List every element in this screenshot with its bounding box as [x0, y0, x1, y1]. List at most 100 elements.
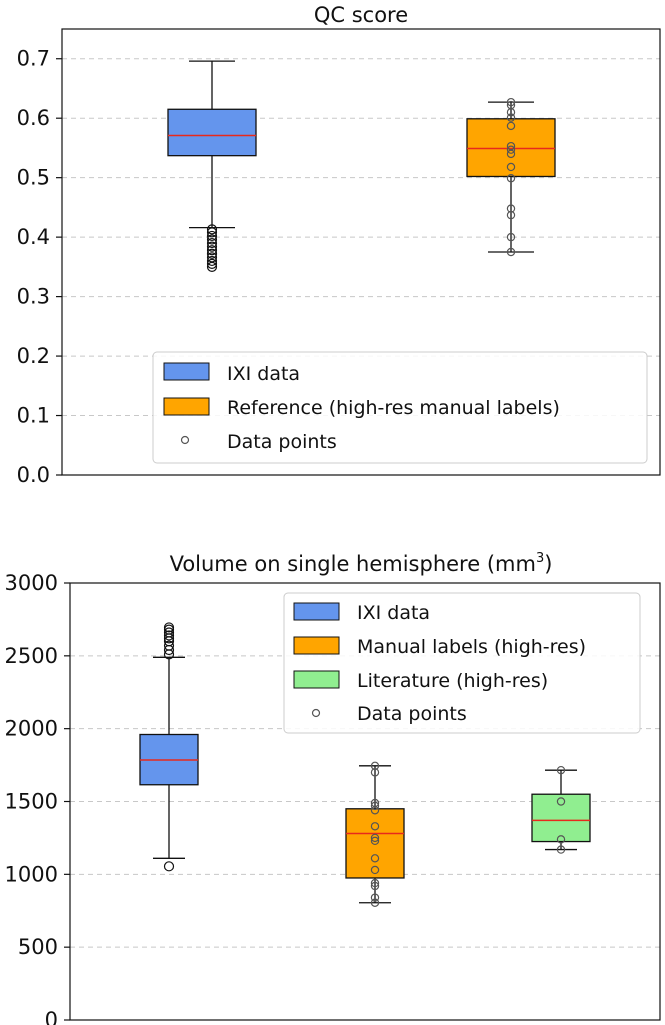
volume-legend-literature-label: Literature (high-res): [357, 670, 548, 692]
volume-data-point: [556, 835, 566, 844]
qc-tick-label: 0.2: [17, 344, 50, 368]
qc-outlier-point: [206, 227, 218, 238]
volume-data-point: [370, 836, 380, 846]
volume-outlier-point: [163, 861, 175, 872]
qc-box-group-0: [167, 60, 257, 272]
volume-legend-ixi-swatch: [293, 602, 340, 621]
volume-title-superscript: 3: [536, 551, 544, 566]
qc-data-point: [506, 100, 516, 110]
qc-data-point: [506, 113, 516, 122]
volume-legend-manual-label: Manual labels (high-res): [357, 636, 586, 658]
volume-title-suffix: ): [544, 552, 552, 576]
volume-panel: Volume on single hemisphere (mm3) 0 500 10…: [5, 551, 661, 1025]
qc-data-point: [506, 247, 516, 257]
volume-outlier-point: [163, 622, 175, 633]
volume-tick-label: 1500: [5, 790, 58, 814]
volume-data-point: [556, 845, 566, 854]
qc-outlier-point: [206, 230, 218, 242]
qc-legend-frame: [152, 351, 648, 464]
qc-data-point: [506, 121, 516, 131]
qc-outlier-point: [206, 255, 218, 267]
qc-tick-label: 0.3: [17, 285, 50, 309]
volume-box-iqr: [345, 808, 405, 879]
qc-legend: IXI data Reference (high-res manual labe…: [152, 351, 648, 464]
volume-legend-manual-swatch: [293, 636, 340, 655]
qc-tick-label: 0.4: [17, 225, 50, 249]
volume-data-point: [370, 854, 380, 863]
volume-outlier-point: [163, 627, 175, 638]
volume-legend-ixi-label: IXI data: [357, 602, 430, 624]
volume-legend-points-marker: [311, 708, 321, 718]
volume-outlier-point: [163, 640, 175, 651]
volume-data-point: [556, 797, 566, 806]
volume-title-main: Volume on single hemisphere (mm: [170, 552, 536, 576]
qc-legend-reference-label: Reference (high-res manual labels): [227, 397, 560, 419]
volume-plot-frame: [69, 582, 661, 1021]
qc-outlier-point: [206, 248, 218, 259]
qc-tick-label: 0.1: [17, 404, 50, 428]
volume-data-point: [370, 881, 380, 891]
qc-data-point: [506, 204, 516, 213]
qc-legend-points-marker: [180, 435, 190, 445]
volume-title: Volume on single hemisphere (mm3): [170, 551, 553, 576]
qc-data-point: [506, 145, 516, 154]
volume-data-point: [370, 878, 380, 888]
qc-outlier-point: [206, 241, 218, 252]
qc-box-iqr: [466, 118, 556, 178]
volume-tick-label: 1000: [5, 862, 58, 886]
volume-legend-points-label: Data points: [357, 703, 467, 725]
qc-box-group-1: [466, 97, 556, 257]
volume-data-point: [370, 893, 380, 902]
volume-data-point: [370, 768, 380, 777]
volume-data-point: [370, 798, 380, 808]
volume-data-point: [556, 765, 566, 775]
volume-data-point: [370, 761, 380, 771]
volume-data-point: [370, 833, 380, 843]
qc-tick-label: 0.7: [17, 47, 50, 71]
qc-plot-frame: [61, 28, 661, 476]
qc-legend-ixi-swatch: [163, 362, 210, 381]
qc-data-point: [506, 162, 516, 172]
volume-tick-label: 3000: [5, 571, 58, 595]
qc-tick-label: 0.6: [17, 106, 50, 130]
qc-y-axis: 0.0 0.1 0.2 0.3 0.4 0.5 0.6 0.7: [17, 47, 62, 487]
qc-legend-reference-swatch: [163, 397, 210, 416]
qc-data-point: [506, 232, 516, 242]
volume-tick-label: 500: [18, 935, 58, 959]
qc-score-title: QC score: [314, 3, 408, 27]
volume-y-axis: 0 500 1000 1500 2000 2500 3000: [5, 571, 70, 1025]
qc-outlier-point: [206, 252, 218, 263]
volume-data-point: [370, 898, 380, 907]
qc-outlier-point: [206, 224, 218, 235]
qc-tick-label: 0.0: [17, 463, 50, 487]
volume-tick-label: 2500: [5, 644, 58, 668]
qc-outlier-point: [206, 237, 218, 249]
qc-outlier-point: [206, 234, 218, 245]
volume-data-point: [370, 801, 380, 811]
volume-data-point: [370, 865, 380, 875]
qc-legend-points-label: Data points: [227, 431, 337, 453]
qc-data-point: [506, 141, 516, 151]
volume-box-group-1: [345, 761, 405, 907]
volume-box-iqr: [531, 793, 591, 843]
qc-boxes: [167, 60, 556, 272]
qc-outlier-point: [206, 258, 218, 269]
volume-legend: IXI data Manual labels (high-res) Litera…: [283, 592, 641, 734]
qc-data-point: [506, 210, 516, 220]
volume-legend-frame: [283, 592, 641, 734]
qc-score-panel: QC score 0.0 0.1 0.2 0.3 0.4 0.5 0.6 0.7 IXI da…: [17, 3, 661, 487]
qc-outlier-point: [206, 245, 218, 256]
volume-outlier-point: [163, 630, 175, 641]
qc-data-point: [506, 174, 516, 183]
volume-tick-label: 2000: [5, 717, 58, 741]
qc-legend-ixi-label: IXI data: [227, 363, 300, 385]
qc-tick-label: 0.5: [17, 166, 50, 190]
volume-box-group-2: [531, 765, 591, 854]
qc-data-point: [506, 97, 516, 107]
volume-boxes: [139, 622, 591, 907]
qc-box-iqr: [167, 108, 257, 157]
volume-tick-label: 0: [45, 1008, 58, 1025]
volume-box-group-0: [139, 622, 199, 872]
volume-data-point: [370, 822, 380, 831]
